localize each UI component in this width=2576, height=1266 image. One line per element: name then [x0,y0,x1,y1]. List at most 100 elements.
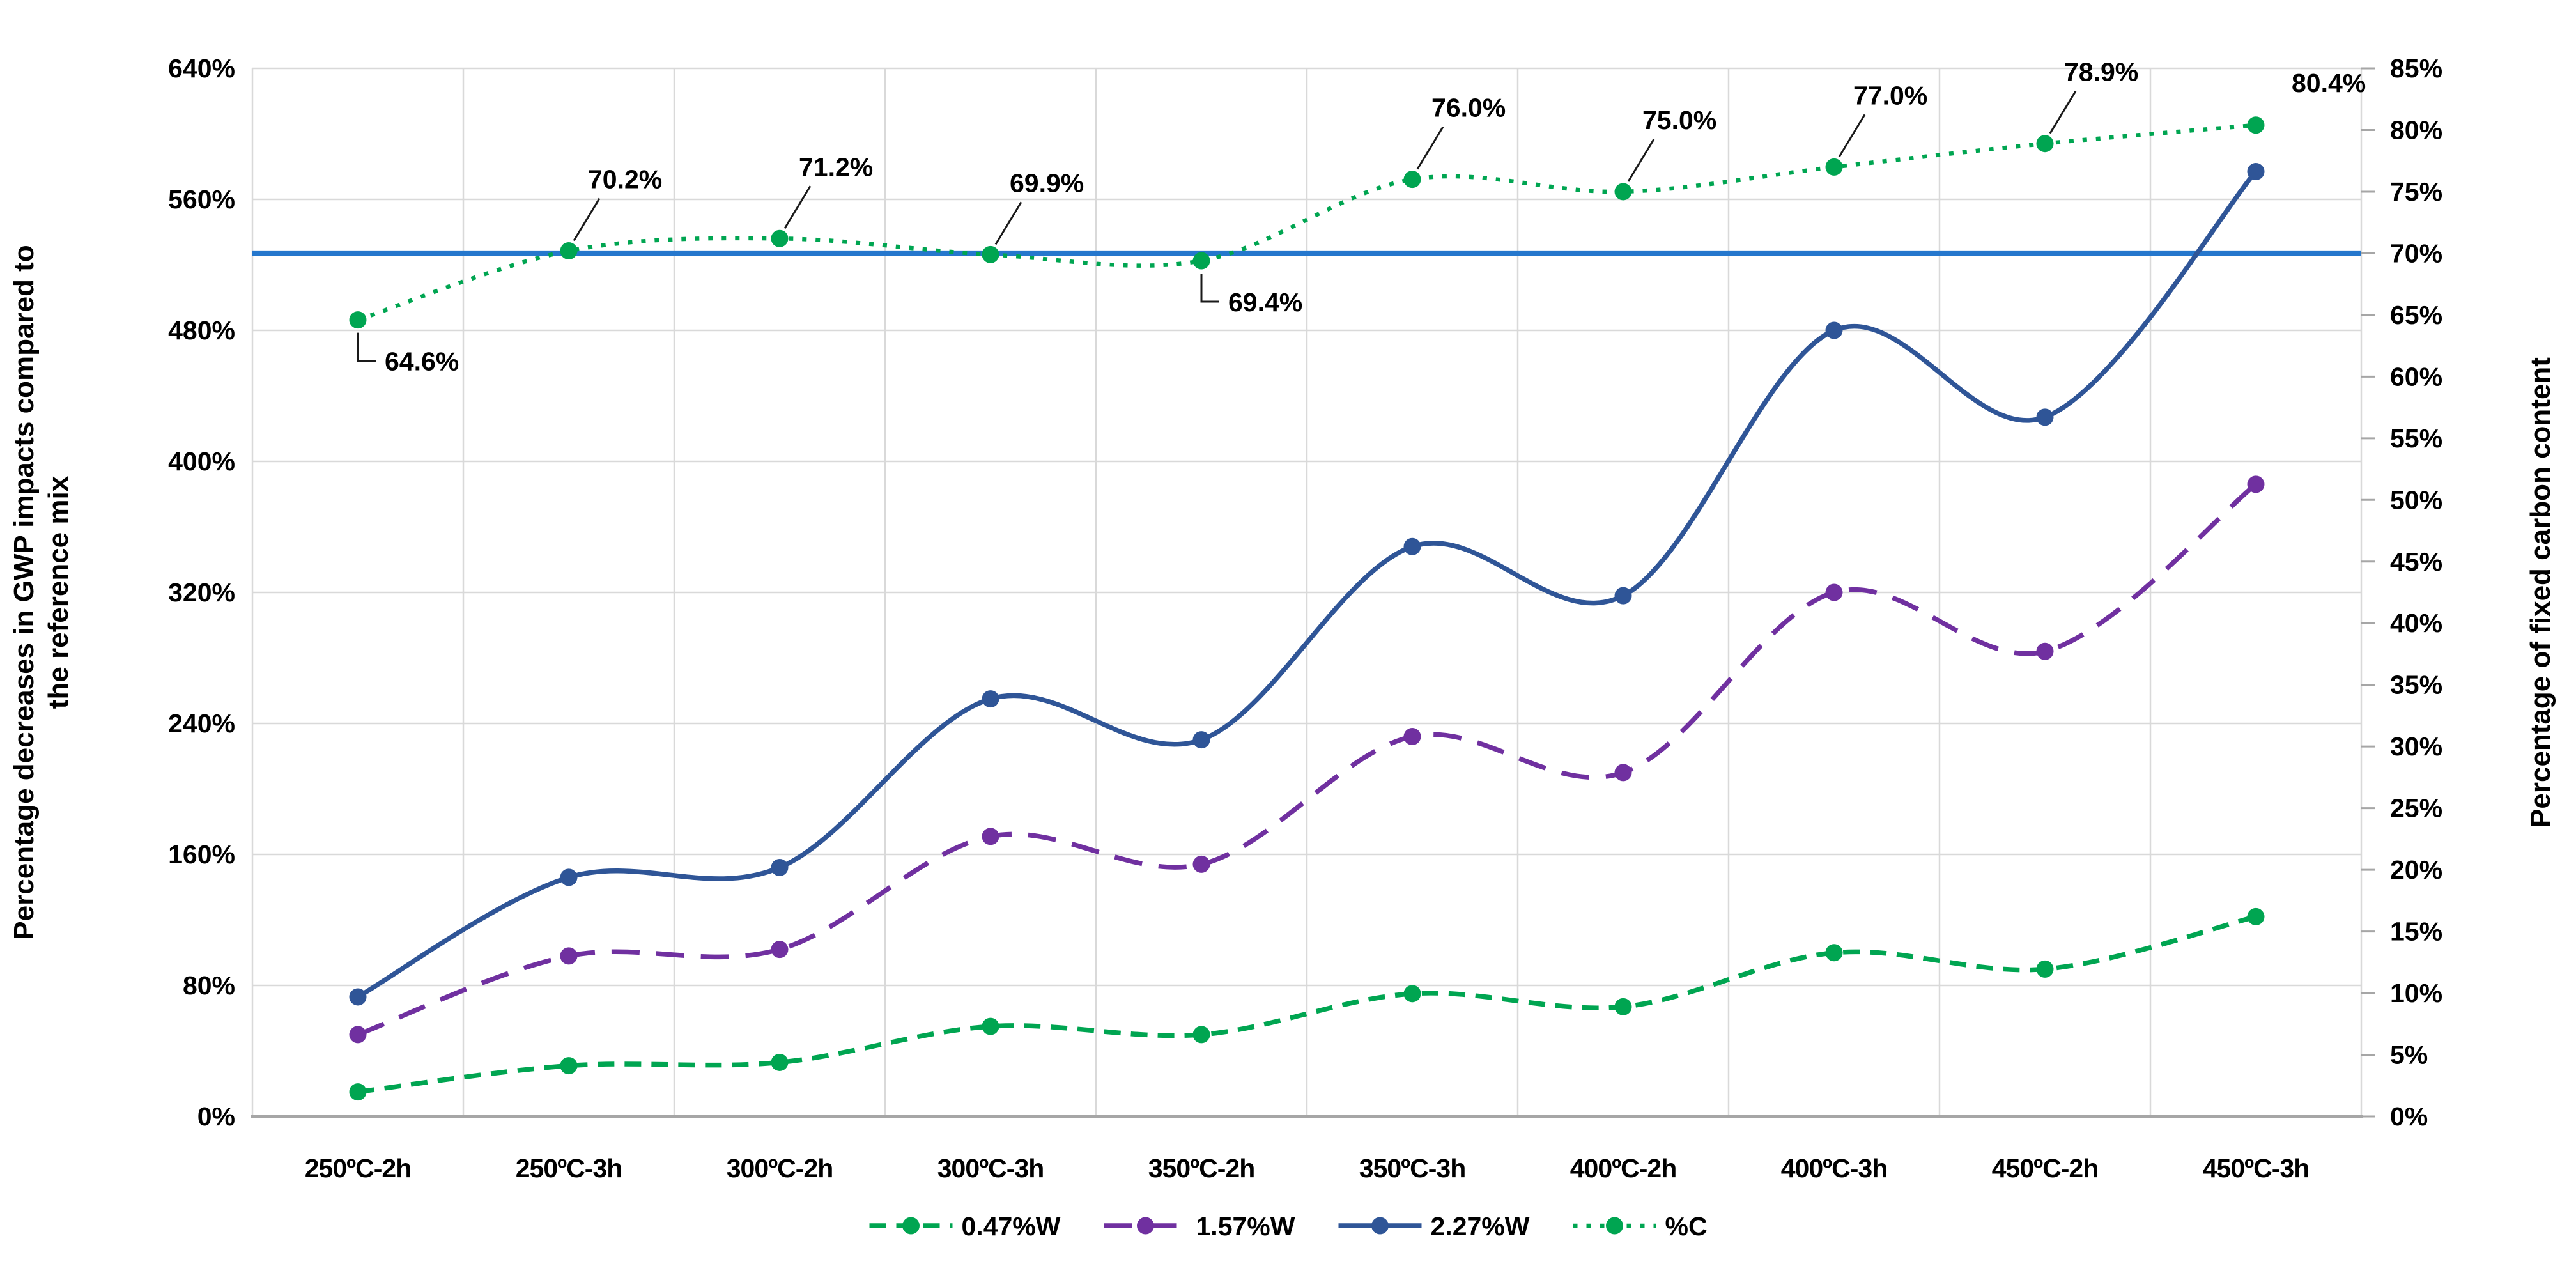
legend-item-label: %C [1665,1212,1708,1241]
data-label: 75.0% [1642,105,1716,135]
y-axis-right-title-text: Percentage of fixed carbon content [2525,357,2556,828]
data-point-marker [349,1026,367,1044]
y-axis-right-tick-label: 40% [2390,608,2442,638]
y-axis-right-tick-label: 50% [2390,485,2442,514]
y-axis-left-tick-label: 320% [168,578,235,607]
data-point-marker [1614,587,1632,605]
data-point-marker [2036,960,2054,978]
data-point-marker [560,1057,578,1075]
y-axis-right-tick-label: 5% [2390,1040,2428,1070]
data-point-marker [1825,583,1843,601]
legend: 0.47%W 1.57%W 2.27%W %C [869,1212,1708,1241]
data-point-marker [1825,944,1843,962]
y-axis-left-tick-label: 160% [168,840,235,869]
y-axis-left-title: Percentage decreases in GWP impacts comp… [8,245,74,939]
x-axis-category-label: 350ºC-3h [1359,1154,1466,1183]
series-%C [349,116,2265,329]
y-axis-right-tick-label: 65% [2390,300,2442,330]
data-label: 69.9% [1010,168,1084,197]
y-axis-right-tick-label: 20% [2390,855,2442,884]
data-point-marker [2036,642,2054,660]
y-axis-right-tick-label: 85% [2390,54,2442,83]
legend-marker-dot [1371,1217,1389,1235]
data-point-marker [982,828,999,845]
data-point-marker [1403,728,1421,745]
x-axis-labels: 250ºC-2h 250ºC-3h 300ºC-2h 300ºC-3h 350ºC-2h… [305,1154,2310,1183]
y-axis-left-tick-label: 480% [168,316,235,345]
y-axis-right-tick-label: 0% [2390,1102,2428,1131]
data-point-marker [1192,855,1210,873]
label-leader-line [1200,273,1219,303]
data-point-marker [982,1017,999,1035]
x-axis-category-label: 300ºC-3h [937,1154,1044,1183]
x-axis-category-label: 350ºC-2h [1148,1154,1255,1183]
legend-item-0.47%W: 0.47%W [869,1212,1061,1241]
series-line [357,482,2258,1037]
data-point-marker [2247,162,2265,180]
data-point-marker [349,311,367,329]
y-axis-right-ticks [2361,67,2375,1118]
data-label: 70.2% [588,165,662,194]
y-axis-left-tick-label: 560% [168,185,235,214]
y-axis-right-tick-label: 75% [2390,177,2442,206]
data-point-marker [1614,764,1632,782]
data-label: 78.9% [2064,58,2138,87]
data-point-marker [771,941,789,959]
label-leader-line [2049,90,2077,134]
x-axis-category-label: 400ºC-3h [1781,1154,1888,1183]
y-axis-left-labels: 0% 80% 160% 240% 320% 400% 480% 560% 640% [168,54,235,1131]
x-axis-category-label: 250ºC-3h [516,1154,622,1183]
x-axis-category-label: 300ºC-2h [727,1154,833,1183]
series-line [357,914,2256,1095]
data-point-marker [2036,135,2054,153]
data-point-marker [349,988,367,1006]
label-leader-line [357,332,376,362]
data-label: 77.0% [1853,81,1927,110]
y-axis-right-tick-label: 10% [2390,978,2442,1008]
data-point-marker [982,245,999,263]
x-axis-category-label: 250ºC-2h [305,1154,412,1183]
y-axis-right-tick-label: 30% [2390,732,2442,761]
data-label: 69.4% [1228,288,1302,317]
data-point-marker [1403,985,1421,1003]
label-leader-line [1838,114,1866,158]
y-axis-right-tick-label: 80% [2390,115,2442,144]
data-point-marker [2247,116,2265,134]
legend-item-label: 1.57%W [1196,1212,1295,1241]
data-point-marker [349,1083,367,1101]
x-axis-category-label: 450ºC-3h [2203,1154,2310,1183]
data-point-marker [1825,321,1843,339]
data-point-marker [771,1053,789,1071]
label-leader-line [783,185,812,229]
series-line [357,169,2258,1000]
y-axis-right-tick-label: 15% [2390,917,2442,946]
legend-item-label: 0.47%W [962,1212,1061,1241]
data-point-marker [1614,998,1632,1015]
y-axis-left-title-line2: the reference mix [43,475,74,709]
series-line [357,123,2256,322]
data-point-marker [2036,408,2054,426]
y-axis-left-tick-label: 400% [168,447,235,476]
legend-item-2.27%W: 2.27%W [1338,1212,1530,1241]
data-point-marker [1192,1026,1210,1044]
y-axis-right-tick-label: 25% [2390,794,2442,823]
data-point-marker [560,868,578,886]
series-2.27%W [349,162,2265,1006]
data-point-marker [1403,171,1421,189]
data-point-marker [771,859,789,876]
gridlines [251,67,2363,1116]
data-label: 64.6% [385,347,459,376]
y-axis-right-tick-label: 35% [2390,670,2442,700]
legend-marker-dot [1606,1217,1623,1235]
label-leader-line [573,197,601,242]
y-axis-left-tick-label: 80% [183,971,235,1000]
data-point-marker [1614,183,1632,201]
series-0.47%W [349,907,2265,1101]
y-axis-right-title: Percentage of fixed carbon content [2525,357,2556,828]
y-axis-left-tick-label: 0% [197,1102,235,1131]
y-axis-right-tick-label: 55% [2390,424,2442,453]
y-axis-right-labels: 0% 5% 10% 15% 20% 25% 30% 35% 40% 45% 50% 55% 60% 65%… [2390,54,2442,1131]
data-labels-%C: 64.6% 70.2% 71.2% 69.9% 69.4% 76.0% 75.0% 77.0%… [357,58,2366,376]
y-axis-left-tick-label: 640% [168,54,235,83]
